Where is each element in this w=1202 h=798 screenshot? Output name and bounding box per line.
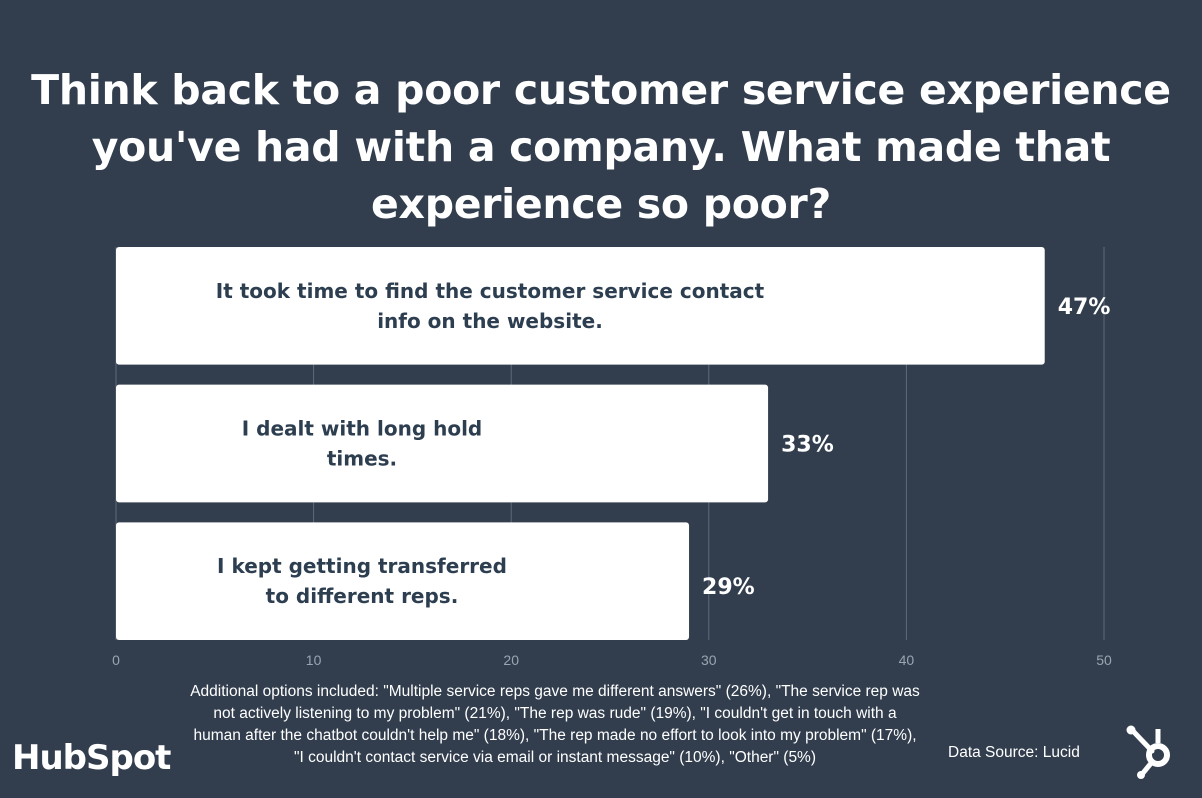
- x-tick-label: 0: [112, 652, 120, 668]
- bar: [116, 384, 769, 503]
- bar-category-label: I dealt with long hold: [242, 417, 483, 441]
- x-tick-label: 40: [899, 652, 915, 668]
- bar: [116, 522, 690, 640]
- x-tick-label: 50: [1096, 652, 1112, 668]
- bar-category-label: info on the website.: [377, 309, 603, 333]
- bar: [116, 247, 1045, 365]
- chart-title: Think back to a poor customer service ex…: [31, 66, 1171, 228]
- x-tick-label: 30: [701, 652, 717, 668]
- data-label: 29%: [702, 575, 755, 600]
- data-label: 33%: [781, 433, 834, 458]
- footnote: Additional options included: "Multiple s…: [190, 683, 920, 766]
- data-label: 47%: [1058, 295, 1111, 320]
- hubspot-sprocket-icon: [1126, 725, 1170, 779]
- data-source: Data Source: Lucid: [948, 744, 1080, 761]
- hubspot-logo: HubSpot: [12, 738, 171, 778]
- bar-chart: 0 10 20 30 40 50 It took time to find the cust…: [112, 247, 1112, 668]
- bar-category-label: times.: [327, 447, 397, 471]
- bar-category-label: I kept getting transferred: [217, 554, 507, 578]
- bar-category-label: It took time to find the customer servic…: [216, 279, 765, 303]
- x-tick-label: 10: [306, 652, 322, 668]
- bar-category-label: to different reps.: [266, 584, 459, 608]
- x-tick-label: 20: [503, 652, 519, 668]
